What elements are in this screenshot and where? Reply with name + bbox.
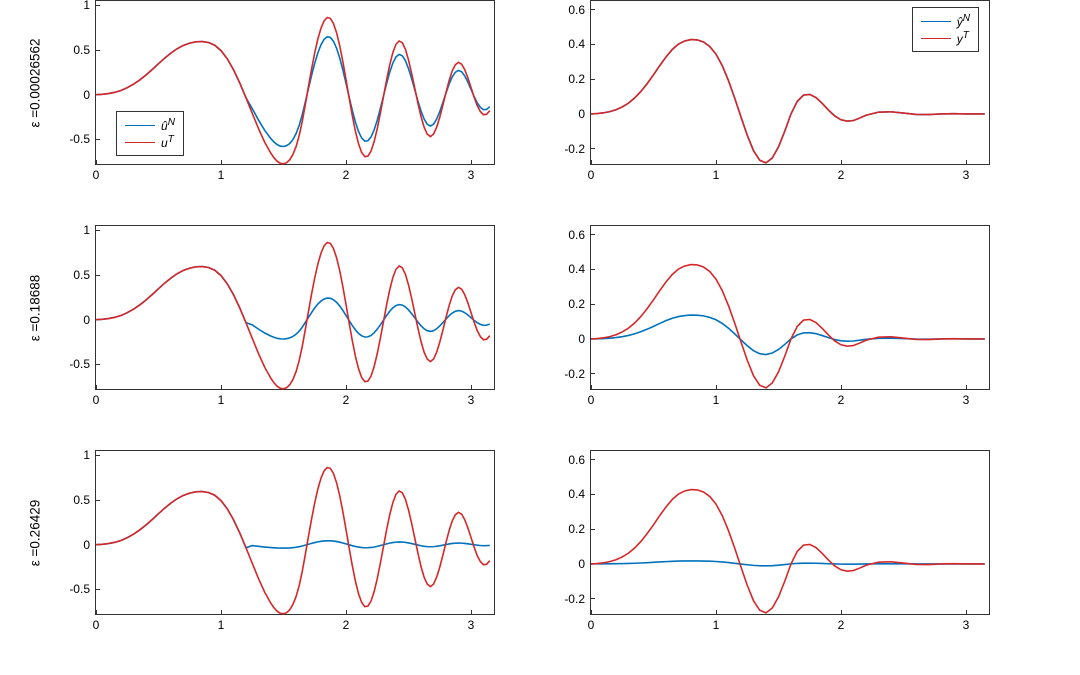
x-tick-label: 0: [588, 164, 595, 182]
x-tick-label: 1: [713, 389, 720, 407]
row-label-1: ε =0.18688: [28, 274, 43, 340]
x-tick-label: 0: [93, 164, 100, 182]
x-tick-label: 3: [468, 164, 475, 182]
panel-1-1: -0.200.20.40.60123: [590, 225, 990, 390]
plot-lines: [591, 226, 991, 391]
legend-swatch: [125, 125, 155, 126]
legend: ŷNyT: [912, 7, 979, 52]
x-tick-label: 3: [468, 389, 475, 407]
row-label-2: ε =0.26429: [28, 499, 43, 565]
plot-lines: [96, 451, 496, 616]
x-tick-label: 3: [468, 614, 475, 632]
x-tick-label: 2: [838, 164, 845, 182]
legend-swatch: [921, 21, 951, 22]
x-tick-label: 0: [588, 614, 595, 632]
legend-label: ûN: [161, 117, 175, 133]
plot-lines: [591, 451, 991, 616]
legend-label: ŷN: [957, 13, 970, 29]
y-tick-label: 0.6: [568, 453, 591, 467]
panel-0-0: -0.500.510123ûNuT: [95, 0, 495, 165]
row-label-0: ε =0.00026562: [28, 38, 43, 127]
x-tick-label: 3: [963, 614, 970, 632]
y-tick-label: 0.4: [568, 37, 591, 51]
series-red: [591, 265, 985, 388]
x-tick-label: 3: [963, 389, 970, 407]
series-red: [591, 490, 985, 613]
x-tick-label: 1: [218, 164, 225, 182]
y-tick-label: 0.4: [568, 262, 591, 276]
y-tick-label: 1: [83, 0, 96, 12]
legend-swatch: [921, 38, 951, 39]
series-red: [591, 40, 985, 163]
y-tick-label: -0.2: [564, 142, 591, 156]
x-tick-label: 0: [93, 614, 100, 632]
series-blue: [591, 40, 985, 163]
y-tick-label: 0.5: [73, 43, 96, 57]
y-tick-label: 0.2: [568, 297, 591, 311]
x-tick-label: 0: [93, 389, 100, 407]
y-tick-label: 0.4: [568, 487, 591, 501]
y-tick-label: 0.2: [568, 72, 591, 86]
legend-swatch: [125, 142, 155, 143]
y-tick-label: 0.6: [568, 228, 591, 242]
y-tick-label: 0.6: [568, 3, 591, 17]
plot-lines: [96, 226, 496, 391]
y-tick-label: -0.5: [69, 132, 96, 146]
x-tick-label: 2: [838, 389, 845, 407]
y-tick-label: 0.2: [568, 522, 591, 536]
legend-label: yT: [957, 30, 969, 46]
series-blue: [96, 492, 490, 549]
panel-0-1: -0.200.20.40.60123ŷNyT: [590, 0, 990, 165]
x-tick-label: 0: [588, 389, 595, 407]
x-tick-label: 2: [343, 614, 350, 632]
x-tick-label: 3: [963, 164, 970, 182]
x-tick-label: 1: [218, 614, 225, 632]
y-tick-label: -0.5: [69, 357, 96, 371]
series-blue: [96, 267, 490, 339]
x-tick-label: 1: [218, 389, 225, 407]
figure: ε =0.00026562-0.500.510123ûNuT-0.200.20.…: [0, 0, 1080, 675]
legend: ûNuT: [116, 111, 184, 156]
x-tick-label: 1: [713, 164, 720, 182]
x-tick-label: 1: [713, 614, 720, 632]
x-tick-label: 2: [343, 164, 350, 182]
panel-2-0: -0.500.510123: [95, 450, 495, 615]
panel-1-0: -0.500.510123: [95, 225, 495, 390]
y-tick-label: -0.5: [69, 582, 96, 596]
y-tick-label: -0.2: [564, 367, 591, 381]
panel-2-1: -0.200.20.40.60123: [590, 450, 990, 615]
series-red: [96, 243, 490, 389]
y-tick-label: -0.2: [564, 592, 591, 606]
x-tick-label: 2: [838, 614, 845, 632]
x-tick-label: 2: [343, 389, 350, 407]
y-tick-label: 0.5: [73, 493, 96, 507]
series-red: [96, 468, 490, 614]
y-tick-label: 0.5: [73, 268, 96, 282]
legend-label: uT: [161, 134, 174, 150]
